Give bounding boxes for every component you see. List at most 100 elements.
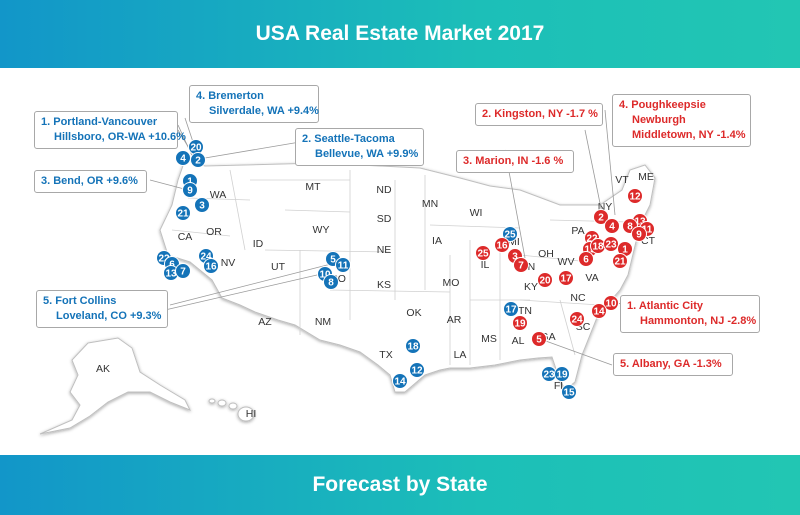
decrease-marker-label: 12 (629, 192, 641, 203)
increase-marker-label: 24 (200, 252, 212, 263)
increase-marker-label: 14 (394, 377, 406, 388)
decrease-marker-2: 2 (593, 209, 609, 225)
decrease-marker-17: 17 (558, 270, 574, 286)
decrease-marker-25: 25 (475, 245, 491, 261)
increase-marker-circle (503, 301, 519, 317)
increase-marker-label: 13 (165, 269, 177, 280)
increase-marker-circle (335, 257, 351, 273)
increase-marker-circle (502, 226, 518, 242)
increase-marker-circle (392, 373, 408, 389)
state-label-al: AL (512, 335, 525, 347)
state-label-ms: MS (481, 333, 497, 345)
increase-marker-label: 18 (407, 342, 419, 353)
decrease-marker-circle (475, 245, 491, 261)
decrease-marker-label: 25 (477, 249, 489, 260)
decrease-marker-14: 14 (591, 303, 607, 319)
decrease-marker-16: 16 (494, 237, 510, 253)
callout-blue-5: 5. Fort Collins Loveland, CO +9.3% (36, 290, 168, 328)
decrease-marker-4: 4 (604, 218, 620, 234)
increase-marker-4: 4 (175, 150, 191, 166)
increase-marker-11: 11 (335, 257, 351, 273)
decrease-marker-19: 19 (512, 315, 528, 331)
increase-marker-14: 14 (392, 373, 408, 389)
state-label-hi: HI (246, 408, 257, 420)
state-label-ia: IA (432, 235, 442, 247)
footer-banner: Forecast by State (0, 455, 800, 515)
callout-text: 1. Atlantic City (627, 300, 703, 312)
increase-marker-20: 20 (188, 139, 204, 155)
state-label-ks: KS (377, 279, 391, 291)
callout-text: 3. Bend, OR +9.6% (41, 175, 138, 187)
increase-marker-16: 16 (203, 258, 219, 274)
increase-marker-label: 20 (190, 143, 202, 154)
callout-text: 2. Seattle-Tacoma (302, 133, 395, 145)
increase-marker-2: 2 (190, 152, 206, 168)
decrease-marker-label: 2 (598, 213, 604, 224)
decrease-marker-21: 21 (612, 253, 628, 269)
increase-marker-label: 21 (177, 209, 189, 220)
state-label-il: IL (481, 259, 490, 271)
callout-red-5: 5. Albany, GA -1.3% (613, 353, 733, 376)
decrease-marker-circle (603, 236, 619, 252)
state-label-az: AZ (258, 316, 272, 328)
decrease-marker-circle (537, 272, 553, 288)
increase-marker-label: 10 (319, 270, 331, 281)
decrease-marker-label: 19 (514, 319, 526, 330)
callout-blue-3: 3. Bend, OR +9.6% (34, 170, 147, 193)
decrease-marker-circle (569, 311, 585, 327)
decrease-marker-label: 20 (539, 276, 551, 287)
state-label-wa: WA (210, 189, 227, 201)
decrease-marker-23: 23 (603, 236, 619, 252)
decrease-marker-circle (513, 257, 529, 273)
decrease-marker-label: 13 (634, 217, 646, 228)
decrease-marker-label: 11 (642, 225, 653, 236)
decrease-marker-label: 18 (592, 242, 604, 253)
decrease-marker-20: 20 (537, 272, 553, 288)
decrease-marker-10: 10 (603, 295, 619, 311)
decrease-marker-circle (558, 270, 574, 286)
state-label-ok: OK (406, 307, 421, 319)
decrease-marker-7: 7 (513, 257, 529, 273)
decrease-marker-label: 14 (593, 307, 605, 318)
state-label-nc: NC (570, 292, 586, 304)
state-label-tn: TN (518, 305, 532, 317)
state-label-va: VA (585, 272, 598, 284)
increase-marker-3: 3 (194, 197, 210, 213)
callout-blue-4: 4. Bremerton Silverdale, WA +9.4% (189, 85, 319, 123)
state-label-mt: MT (305, 181, 321, 193)
callout-text: Middletown, NY -1.4% (632, 129, 746, 141)
callout-text: Hammonton, NJ -2.8% (640, 315, 757, 327)
state-label-ne: NE (377, 244, 392, 256)
decrease-marker-9: 9 (631, 226, 647, 242)
increase-marker-circle (190, 152, 206, 168)
decrease-marker-label: 6 (583, 255, 589, 266)
increase-marker-circle (409, 362, 425, 378)
callout-text: Bellevue, WA +9.9% (315, 148, 419, 160)
increase-marker-label: 16 (205, 262, 217, 273)
callout-text: Hillsboro, OR-WA +10.6% (54, 131, 186, 143)
increase-marker-circle (175, 205, 191, 221)
increase-marker-8: 8 (323, 274, 339, 290)
decrease-marker-label: 24 (571, 315, 583, 326)
decrease-marker-circle (631, 226, 647, 242)
callout-text: 4. Bremerton (196, 90, 264, 102)
state-label-la: LA (454, 349, 467, 361)
decrease-marker-24: 24 (569, 311, 585, 327)
decrease-marker-label: 1 (622, 245, 628, 256)
increase-marker-label: 3 (199, 201, 205, 212)
decrease-marker-label: 7 (518, 261, 524, 272)
state-label-wv: WV (558, 256, 575, 268)
decrease-marker-6: 6 (578, 251, 594, 267)
increase-marker-circle (554, 366, 570, 382)
increase-marker-label: 15 (563, 388, 575, 399)
increase-marker-25: 25 (502, 226, 518, 242)
state-label-vt: VT (615, 174, 629, 186)
callout-text: 5. Albany, GA -1.3% (620, 358, 722, 370)
increase-marker-circle (175, 263, 191, 279)
decrease-marker-label: 5 (536, 335, 542, 346)
callout-red-1: 1. Atlantic City Hammonton, NJ -2.8% (620, 295, 760, 333)
state-label-ky: KY (524, 281, 538, 293)
decrease-marker-12: 12 (627, 188, 643, 204)
callout-text: 3. Marion, IN -1.6 % (463, 155, 564, 167)
increase-marker-12: 12 (409, 362, 425, 378)
